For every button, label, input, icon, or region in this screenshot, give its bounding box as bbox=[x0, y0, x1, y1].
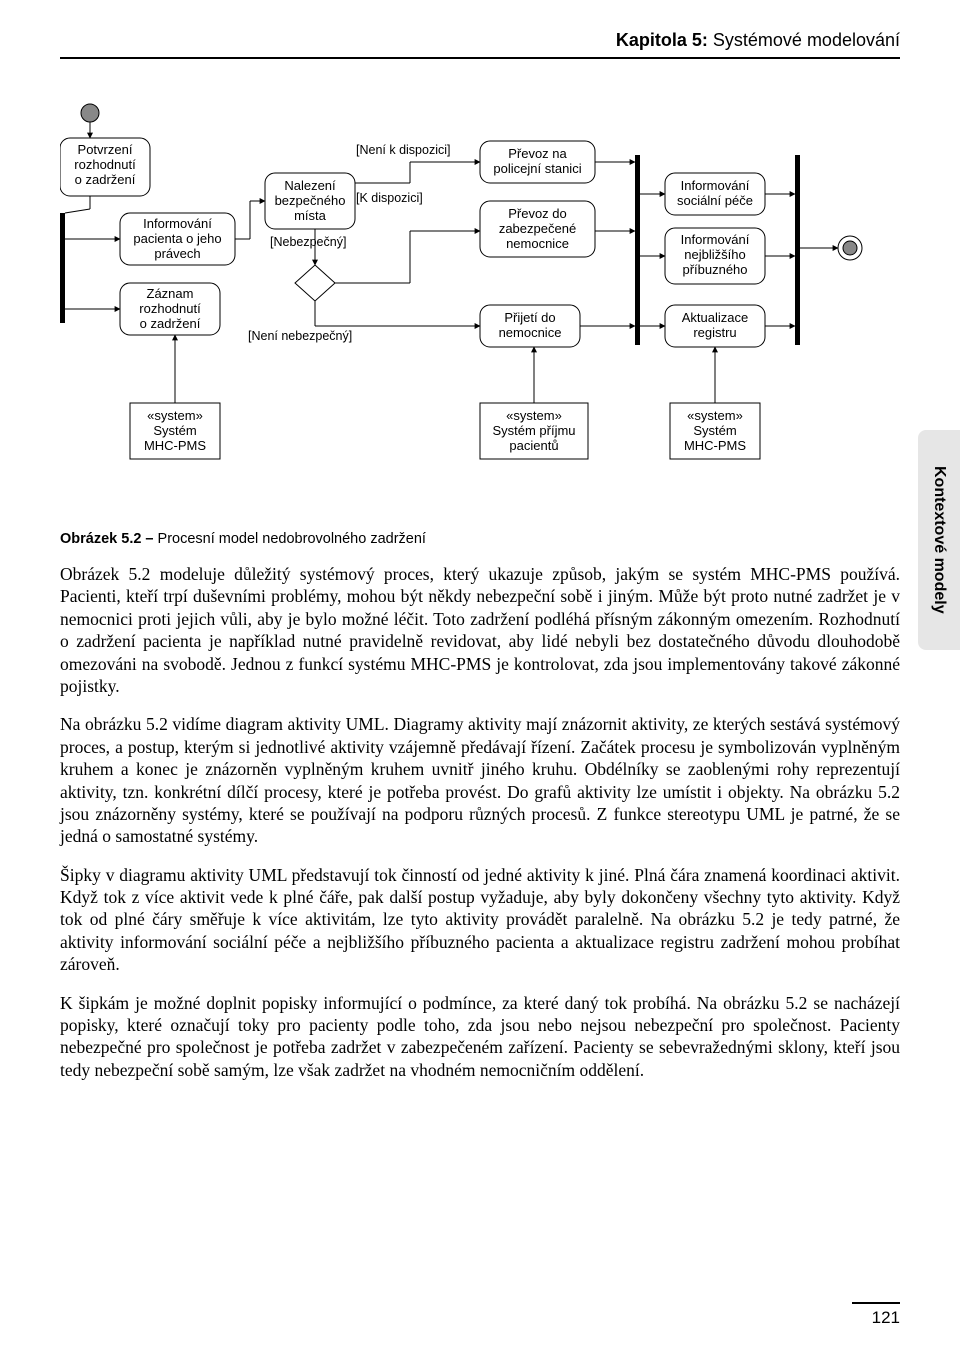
node-transfer-police: Převoz napolicejní stanici bbox=[480, 147, 595, 177]
edge-unsafe: [Nebezpečný] bbox=[270, 235, 370, 249]
node-confirm: Potvrzenírozhodnutío zadržení bbox=[60, 143, 150, 188]
node-inform-rights: Informovánípacienta o jehoprávech bbox=[120, 217, 235, 262]
chapter-heading: Kapitola 5: Systémové modelování bbox=[60, 30, 900, 59]
node-admit: Přijetí donemocnice bbox=[480, 311, 580, 341]
chapter-title: Systémové modelování bbox=[713, 30, 900, 50]
side-tab-label: Kontextové modely bbox=[930, 466, 948, 614]
node-sys2: «system»Systém příjmupacientů bbox=[480, 409, 588, 454]
edge-not-available: [Není k dispozici] bbox=[356, 143, 466, 157]
node-transfer-secure: Převoz dozabezpečenénemocnice bbox=[480, 207, 595, 252]
side-tab: Kontextové modely bbox=[918, 430, 960, 650]
node-update-reg: Aktualizaceregistru bbox=[665, 311, 765, 341]
node-sys1: «system»SystémMHC-PMS bbox=[130, 409, 220, 454]
node-sys3: «system»SystémMHC-PMS bbox=[670, 409, 760, 454]
body-paragraph-3: Šipky v diagramu aktivity UML představuj… bbox=[60, 864, 900, 976]
node-record: Záznamrozhodnutío zadržení bbox=[120, 287, 220, 332]
figure-caption-rest: Procesní model nedobrovolného zadržení bbox=[158, 531, 426, 547]
activity-diagram: Potvrzenírozhodnutío zadržení Informován… bbox=[60, 83, 900, 523]
body-paragraph-1: Obrázek 5.2 modeluje důležitý systémový … bbox=[60, 563, 900, 697]
node-inform-family: Informovánínejbližšíhopříbuzného bbox=[665, 233, 765, 278]
figure-caption: Obrázek 5.2 – Procesní model nedobrovoln… bbox=[60, 531, 900, 547]
body-paragraph-4: K šipkám je možné doplnit popisky inform… bbox=[60, 992, 900, 1082]
node-inform-social: Informovánísociální péče bbox=[665, 179, 765, 209]
edge-available: [K dispozici] bbox=[356, 191, 446, 205]
page-number: 121 bbox=[852, 1302, 900, 1328]
chapter-prefix: Kapitola 5: bbox=[616, 30, 708, 50]
node-find-safe: Nalezeníbezpečnéhomísta bbox=[265, 179, 355, 224]
body-paragraph-2: Na obrázku 5.2 vidíme diagram aktivity U… bbox=[60, 713, 900, 847]
figure-caption-bold: Obrázek 5.2 – bbox=[60, 531, 158, 547]
edge-safe: [Není nebezpečný] bbox=[248, 329, 378, 343]
